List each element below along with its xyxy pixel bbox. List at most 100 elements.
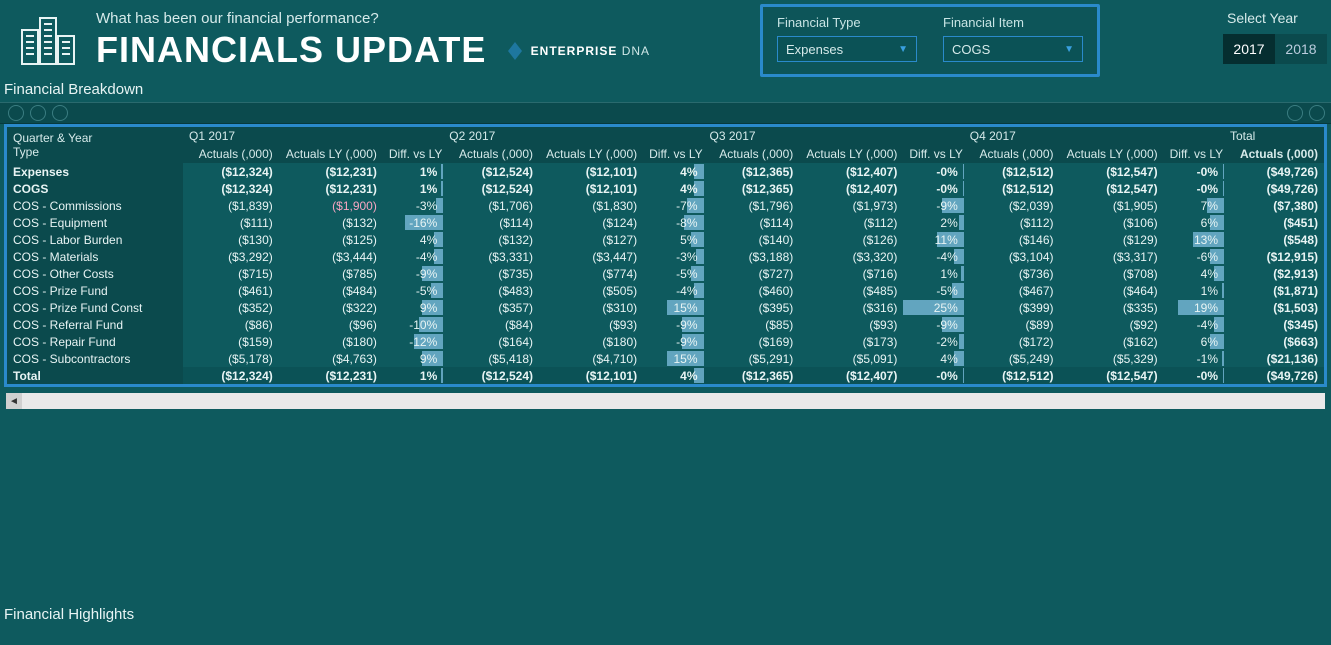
diff-cell: -5% xyxy=(903,282,963,299)
slicer-type-dropdown[interactable]: Expenses ▼ xyxy=(777,36,917,62)
matrix-visual[interactable]: Quarter & Year Type ExpensesCOGSCOS - Co… xyxy=(4,124,1327,387)
diff-cell: 15% xyxy=(643,299,703,316)
col-diff[interactable]: Diff. vs LY xyxy=(1164,145,1224,163)
slicer-type-label: Financial Type xyxy=(777,15,917,30)
row-label[interactable]: COS - Prize Fund Const xyxy=(7,299,183,316)
matrix-grid: Q1 2017 Q2 2017 Q3 2017 Q4 2017 Total Ac… xyxy=(183,127,1324,384)
table-row[interactable]: ($12,324)($12,231)1%($12,524)($12,101)4%… xyxy=(183,180,1324,197)
actuals-cell: ($1,796) xyxy=(704,197,800,214)
row-label[interactable]: Expenses xyxy=(7,163,183,180)
table-row[interactable]: ($159)($180)-12%($164)($180)-9%($169)($1… xyxy=(183,333,1324,350)
total-cell: ($345) xyxy=(1224,316,1324,333)
col-total[interactable]: Total xyxy=(1224,127,1324,145)
col-diff[interactable]: Diff. vs LY xyxy=(383,145,443,163)
row-label[interactable]: COGS xyxy=(7,180,183,197)
year-2018-button[interactable]: 2018 xyxy=(1275,34,1327,64)
col-q2[interactable]: Q2 2017 xyxy=(443,127,703,145)
row-label[interactable]: COS - Commissions xyxy=(7,197,183,214)
row-label[interactable]: COS - Prize Fund xyxy=(7,282,183,299)
actuals-cell: ($12,524) xyxy=(443,180,539,197)
diff-cell: -9% xyxy=(383,265,443,282)
col-diff[interactable]: Diff. vs LY xyxy=(903,145,963,163)
ly-cell: ($310) xyxy=(539,299,643,316)
col-total-actuals[interactable]: Actuals (,000) xyxy=(1224,145,1324,163)
expand-icon[interactable] xyxy=(52,105,68,121)
row-label[interactable]: Total xyxy=(7,367,183,384)
col-diff[interactable]: Diff. vs LY xyxy=(643,145,703,163)
ly-cell: ($125) xyxy=(279,231,383,248)
actuals-cell: ($3,292) xyxy=(183,248,279,265)
ly-cell: ($180) xyxy=(279,333,383,350)
table-row[interactable]: ($130)($125)4%($132)($127)5%($140)($126)… xyxy=(183,231,1324,248)
diff-cell: 4% xyxy=(643,367,703,384)
col-actuals[interactable]: Actuals (,000) xyxy=(443,145,539,163)
table-row[interactable]: ($3,292)($3,444)-4%($3,331)($3,447)-3%($… xyxy=(183,248,1324,265)
table-row[interactable]: ($111)($132)-16%($114)($124)-8%($114)($1… xyxy=(183,214,1324,231)
col-actuals[interactable]: Actuals (,000) xyxy=(964,145,1060,163)
actuals-cell: ($352) xyxy=(183,299,279,316)
table-row[interactable]: ($461)($484)-5%($483)($505)-4%($460)($48… xyxy=(183,282,1324,299)
diff-cell: 25% xyxy=(903,299,963,316)
col-actuals[interactable]: Actuals (,000) xyxy=(704,145,800,163)
actuals-cell: ($12,524) xyxy=(443,163,539,180)
ly-cell: ($5,091) xyxy=(799,350,903,367)
slicer-item-dropdown[interactable]: COGS ▼ xyxy=(943,36,1083,62)
table-row[interactable]: ($12,324)($12,231)1%($12,524)($12,101)4%… xyxy=(183,367,1324,384)
table-row[interactable]: ($12,324)($12,231)1%($12,524)($12,101)4%… xyxy=(183,163,1324,180)
row-label[interactable]: COS - Referral Fund xyxy=(7,316,183,333)
diff-cell: -6% xyxy=(1164,248,1224,265)
total-cell: ($1,503) xyxy=(1224,299,1324,316)
row-label[interactable]: COS - Subcontractors xyxy=(7,350,183,367)
col-ly[interactable]: Actuals LY (,000) xyxy=(279,145,383,163)
col-actuals[interactable]: Actuals (,000) xyxy=(183,145,279,163)
col-q1[interactable]: Q1 2017 xyxy=(183,127,443,145)
total-cell: ($49,726) xyxy=(1224,367,1324,384)
table-row[interactable]: ($1,839)($1,900)-3%($1,706)($1,830)-7%($… xyxy=(183,197,1324,214)
diff-cell: 2% xyxy=(903,214,963,231)
ly-cell: ($12,101) xyxy=(539,163,643,180)
diff-cell: 4% xyxy=(643,180,703,197)
focus-mode-icon[interactable] xyxy=(1287,105,1303,121)
table-row[interactable]: ($86)($96)-10%($84)($93)-9%($85)($93)-9%… xyxy=(183,316,1324,333)
col-q4[interactable]: Q4 2017 xyxy=(964,127,1224,145)
ly-cell: ($124) xyxy=(539,214,643,231)
diff-cell: -5% xyxy=(643,265,703,282)
row-label[interactable]: COS - Labor Burden xyxy=(7,231,183,248)
table-row[interactable]: ($715)($785)-9%($735)($774)-5%($727)($71… xyxy=(183,265,1324,282)
actuals-cell: ($164) xyxy=(443,333,539,350)
ly-cell: ($3,317) xyxy=(1060,248,1164,265)
year-2017-button[interactable]: 2017 xyxy=(1223,34,1275,64)
col-ly[interactable]: Actuals LY (,000) xyxy=(799,145,903,163)
diff-cell: 9% xyxy=(383,350,443,367)
diff-cell: -0% xyxy=(1164,163,1224,180)
ly-cell: ($4,763) xyxy=(279,350,383,367)
col-ly[interactable]: Actuals LY (,000) xyxy=(1060,145,1164,163)
horizontal-scrollbar[interactable]: ◄ xyxy=(6,393,1325,409)
row-label[interactable]: COS - Equipment xyxy=(7,214,183,231)
row-label[interactable]: COS - Other Costs xyxy=(7,265,183,282)
row-label[interactable]: COS - Materials xyxy=(7,248,183,265)
actuals-cell: ($727) xyxy=(704,265,800,282)
actuals-cell: ($85) xyxy=(704,316,800,333)
ly-cell: ($96) xyxy=(279,316,383,333)
ly-cell: ($12,407) xyxy=(799,163,903,180)
more-options-icon[interactable] xyxy=(1309,105,1325,121)
col-ly[interactable]: Actuals LY (,000) xyxy=(539,145,643,163)
actuals-cell: ($460) xyxy=(704,282,800,299)
year-label: Select Year xyxy=(1223,10,1327,26)
drill-up-icon[interactable] xyxy=(8,105,24,121)
ly-cell: ($12,547) xyxy=(1060,367,1164,384)
drill-down-icon[interactable] xyxy=(30,105,46,121)
row-label[interactable]: COS - Repair Fund xyxy=(7,333,183,350)
table-row[interactable]: ($5,178)($4,763)9%($5,418)($4,710)15%($5… xyxy=(183,350,1324,367)
ly-cell: ($716) xyxy=(799,265,903,282)
actuals-cell: ($130) xyxy=(183,231,279,248)
table-row[interactable]: ($352)($322)9%($357)($310)15%($395)($316… xyxy=(183,299,1324,316)
diff-cell: 1% xyxy=(383,163,443,180)
total-cell: ($21,136) xyxy=(1224,350,1324,367)
col-q3[interactable]: Q3 2017 xyxy=(704,127,964,145)
brand-suffix: DNA xyxy=(617,44,650,58)
actuals-cell: ($12,365) xyxy=(704,163,800,180)
diff-cell: -1% xyxy=(1164,350,1224,367)
scroll-left-icon[interactable]: ◄ xyxy=(6,393,22,409)
